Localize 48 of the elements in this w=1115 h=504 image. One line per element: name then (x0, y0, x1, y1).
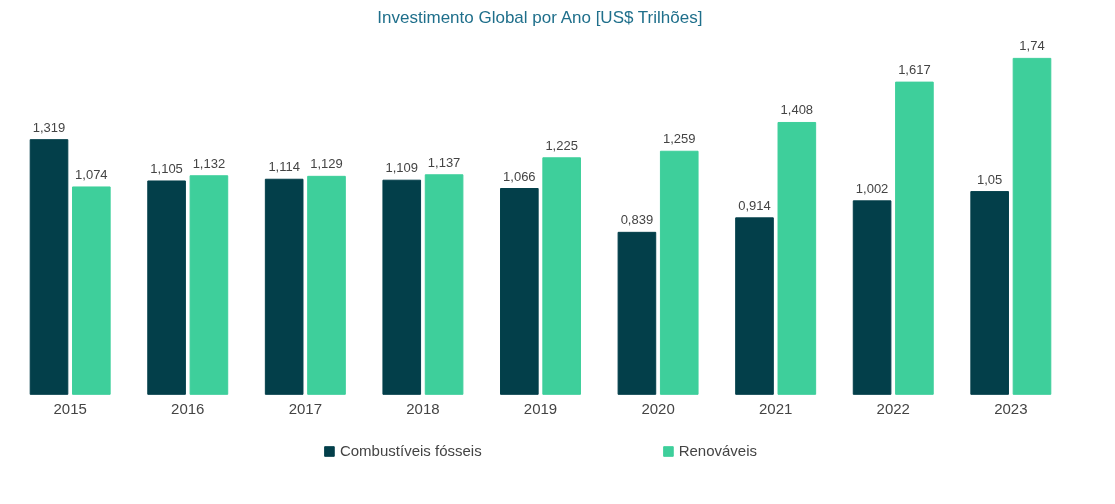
data-label: 1,259 (662, 131, 696, 147)
bar (970, 191, 1009, 395)
bar (29, 139, 69, 395)
bar (777, 121, 817, 395)
chart-title: Investimento Global por Ano [US$ Trilhões] (377, 7, 703, 27)
x-tick-label: 2023 (994, 400, 1028, 418)
bar (500, 188, 539, 395)
data-label: 1,74 (1019, 38, 1045, 54)
bar (264, 178, 304, 395)
data-label: 1,05 (977, 171, 1003, 187)
x-tick-label: 2019 (523, 400, 558, 418)
bar (659, 150, 699, 395)
bar (189, 175, 229, 395)
data-label: 1,129 (310, 156, 343, 172)
bar (852, 200, 892, 395)
data-label: 1,105 (150, 160, 183, 176)
x-tick-label: 2021 (758, 400, 793, 418)
legend-label: Combustíveis fósseis (339, 442, 482, 459)
bar (382, 179, 422, 395)
data-label: 1,132 (192, 155, 226, 171)
data-label: 0,839 (620, 212, 654, 228)
bar (895, 81, 934, 395)
data-label: 1,137 (427, 154, 461, 170)
data-label: 0,914 (738, 197, 771, 213)
x-tick-label: 2016 (171, 400, 205, 418)
legend-label: Renováveis (678, 442, 758, 459)
data-label: 1,617 (898, 62, 931, 78)
bar (424, 174, 464, 395)
data-label: 1,109 (385, 160, 419, 176)
x-tick-label: 2018 (406, 400, 440, 418)
x-tick-label: 2017 (288, 400, 323, 418)
bar (1012, 57, 1052, 395)
bar (147, 180, 186, 395)
data-label: 1,408 (780, 102, 814, 118)
x-tick-label: 2022 (876, 400, 910, 418)
data-label: 1,225 (545, 137, 578, 153)
data-label: 1,074 (75, 166, 108, 182)
bar (542, 157, 581, 395)
data-label: 1,319 (32, 119, 66, 135)
bar (307, 175, 346, 395)
bar (617, 231, 657, 395)
x-tick-label: 2020 (641, 400, 675, 418)
bar (72, 186, 111, 395)
bar (735, 217, 774, 395)
data-label: 1,066 (503, 168, 536, 184)
data-label: 1,002 (855, 180, 889, 196)
x-tick-label: 2015 (53, 400, 87, 418)
data-label: 1,114 (268, 159, 300, 175)
